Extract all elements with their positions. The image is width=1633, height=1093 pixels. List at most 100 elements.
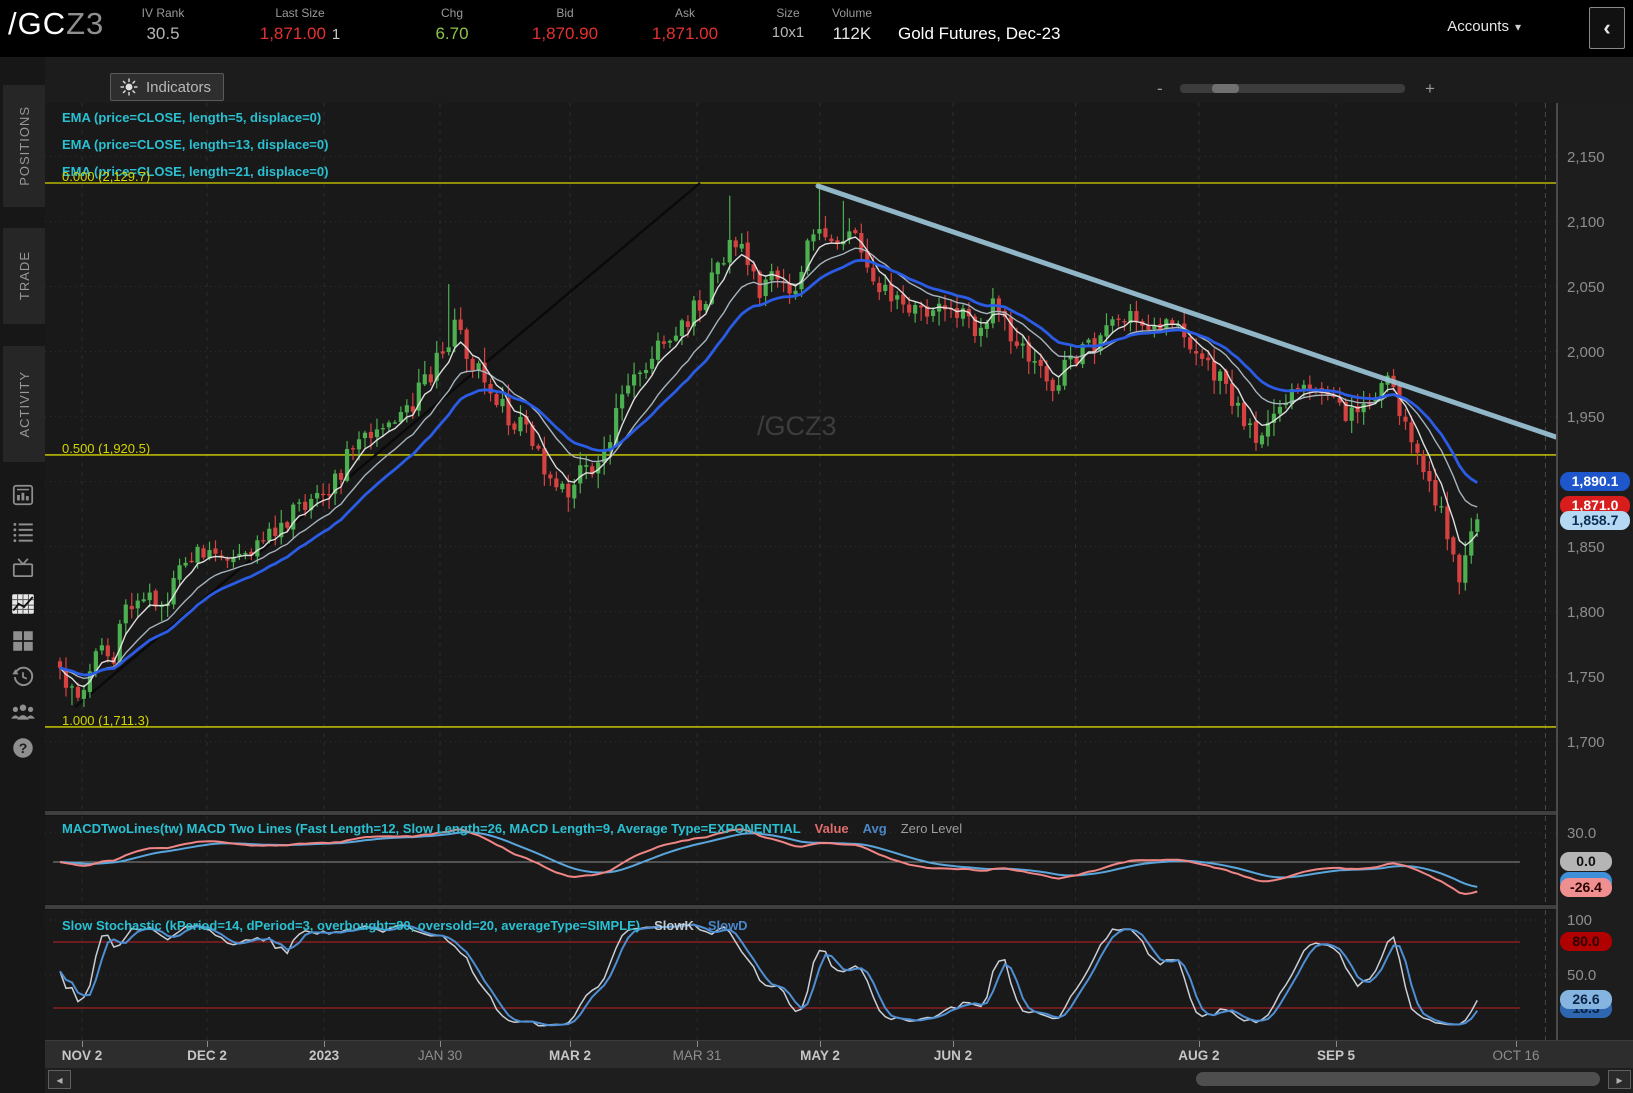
stat-size: Size 10x1 [771, 6, 805, 41]
report-icon[interactable] [10, 482, 36, 508]
price-tick: 2,150 [1567, 148, 1605, 166]
price-panel[interactable]: /GCZ3 EMA (price=CLOSE, length=5, displa… [45, 103, 1556, 810]
collapse-panel-button[interactable]: ‹ [1589, 7, 1625, 49]
macd-legend: MACDTwoLines(tw) MACD Two Lines (Fast Le… [62, 821, 963, 836]
time-label: OCT 16 [1492, 1048, 1540, 1063]
stoch-plot-slowk: SlowK [654, 918, 694, 933]
stochastic-chart-svg[interactable] [45, 910, 1556, 1040]
price-chart-svg[interactable]: /GCZ3 [45, 103, 1556, 810]
price-tick: 1,750 [1567, 668, 1605, 686]
stat-chg: Chg 6.70 [435, 6, 469, 43]
svg-text:?: ? [19, 740, 28, 756]
left-sidebar: POSITIONS TRADE ACTIVITY ? [0, 57, 45, 1093]
stoch-tick: 100 [1567, 912, 1593, 929]
scrollbar-handle[interactable] [1196, 1072, 1600, 1086]
time-tick [1515, 1041, 1517, 1047]
macd-bubble: -26.4 [1560, 878, 1612, 897]
time-label: DEC 2 [187, 1048, 227, 1063]
symbol-suffix: Z3 [66, 6, 105, 41]
time-tick [324, 1041, 326, 1047]
price-tick: 2,100 [1567, 213, 1605, 231]
time-label: JUN 2 [933, 1048, 973, 1063]
tab-trade[interactable]: TRADE [3, 228, 45, 324]
indicators-button[interactable]: Indicators [110, 73, 225, 101]
time-tick [952, 1041, 954, 1047]
study-label-ema5: EMA (price=CLOSE, length=5, displace=0) [62, 110, 322, 125]
stat-bid: Bid 1,870.90 [531, 6, 599, 43]
stoch-bubble: 80.0 [1560, 932, 1612, 951]
scroll-right-button[interactable]: ▸ [1608, 1070, 1631, 1089]
grid-icon[interactable] [10, 628, 36, 654]
study-label-ema21: EMA (price=CLOSE, length=21, displace=0) [62, 164, 329, 179]
time-label: MAR 2 [549, 1048, 592, 1063]
time-label: MAY 2 [800, 1048, 840, 1063]
scroll-left-button[interactable]: ◂ [48, 1070, 71, 1089]
time-label: NOV 2 [61, 1048, 103, 1063]
macd-tick: 30.0 [1567, 824, 1597, 842]
macd-plot-zero: Zero Level [900, 821, 963, 836]
stoch-bubble: 26.6 [1560, 990, 1612, 1009]
macd-panel[interactable]: MACDTwoLines(tw) MACD Two Lines (Fast Le… [45, 816, 1556, 904]
chart-toolbar: Indicators - + [45, 57, 1633, 103]
symbol: /GCZ3 [8, 6, 105, 41]
macd-plot-value: Value [814, 821, 849, 836]
community-icon[interactable] [10, 698, 36, 724]
study-label-ema13: EMA (price=CLOSE, length=13, displace=0) [62, 137, 329, 152]
time-label: SEP 5 [1316, 1048, 1355, 1063]
time-label: AUG 2 [1178, 1048, 1220, 1063]
time-tick [206, 1041, 208, 1047]
macd-bubble: 0.0 [1560, 852, 1612, 871]
price-tick: 1,800 [1567, 603, 1605, 621]
stat-volume: Volume 112K [831, 6, 873, 43]
history-icon[interactable] [10, 663, 36, 689]
price-bubble: 1,890.1 [1560, 472, 1630, 491]
price-tick: 1,700 [1567, 733, 1605, 751]
last-size-qty: 1 [331, 26, 341, 43]
price-tick: 1,950 [1567, 408, 1605, 426]
zoom-slider-handle[interactable] [1212, 84, 1239, 93]
svg-text:/GCZ3: /GCZ3 [757, 411, 837, 441]
stat-iv-rank: IV Rank 30.5 [141, 6, 185, 43]
accounts-menu[interactable]: Accounts ▾ [1447, 18, 1521, 35]
price-tick: 2,050 [1567, 278, 1605, 296]
zoom-out-button[interactable]: - [1157, 79, 1163, 98]
time-tick [439, 1041, 441, 1047]
panel-separator[interactable] [45, 904, 1633, 910]
tab-activity[interactable]: ACTIVITY [3, 346, 45, 462]
time-axis: NOV 2 DEC 2 2023 JAN 30 MAR 2 MAR 31 MAY 2 JUN … [45, 1040, 1633, 1068]
zoom-in-button[interactable]: + [1425, 79, 1435, 98]
help-icon[interactable]: ? [10, 735, 36, 761]
stoch-legend: Slow Stochastic (kPeriod=14, dPeriod=3, … [62, 918, 748, 933]
macd-chart-svg[interactable] [45, 816, 1556, 904]
time-tick [1198, 1041, 1200, 1047]
zoom-slider[interactable] [1180, 84, 1405, 93]
panel-separator[interactable] [45, 810, 1633, 816]
stat-last-size: Last Size 1,871.00 1 [259, 6, 341, 43]
price-bubble: 1,858.7 [1560, 511, 1630, 530]
tv-icon[interactable] [10, 555, 36, 581]
time-label: MAR 31 [672, 1048, 722, 1063]
fib-label-0: 0.000 (2,129.7) [62, 169, 151, 184]
price-tick: 2,000 [1567, 343, 1605, 361]
fib-label-100: 1.000 (1,711.3) [62, 713, 150, 728]
price-tick: 1,850 [1567, 538, 1605, 556]
stoch-plot-slowd: SlowD [707, 918, 748, 933]
time-tick [819, 1041, 821, 1047]
macd-plot-avg: Avg [862, 821, 887, 836]
chart-icon[interactable] [10, 591, 36, 617]
tab-positions[interactable]: POSITIONS [3, 85, 45, 207]
price-axis: 2,1502,1002,0502,0001,9501,9001,8501,800… [1556, 103, 1633, 1040]
time-tick [696, 1041, 698, 1047]
chevron-down-icon: ▾ [1514, 20, 1521, 34]
list-icon[interactable] [10, 519, 36, 545]
stochastic-panel[interactable]: Slow Stochastic (kPeriod=14, dPeriod=3, … [45, 910, 1556, 1040]
stoch-tick: 50.0 [1567, 967, 1597, 984]
header: /GCZ3 IV Rank 30.5 Last Size 1,871.00 1 C… [0, 0, 1633, 57]
price-bubble: 1,871.0 [1560, 496, 1630, 515]
time-label: JAN 30 [417, 1048, 463, 1063]
chart-scrollbar[interactable]: ◂ ▸ [45, 1068, 1633, 1093]
indicators-burst-icon [120, 78, 138, 96]
time-tick [1335, 1041, 1337, 1047]
time-label: 2023 [309, 1048, 340, 1063]
